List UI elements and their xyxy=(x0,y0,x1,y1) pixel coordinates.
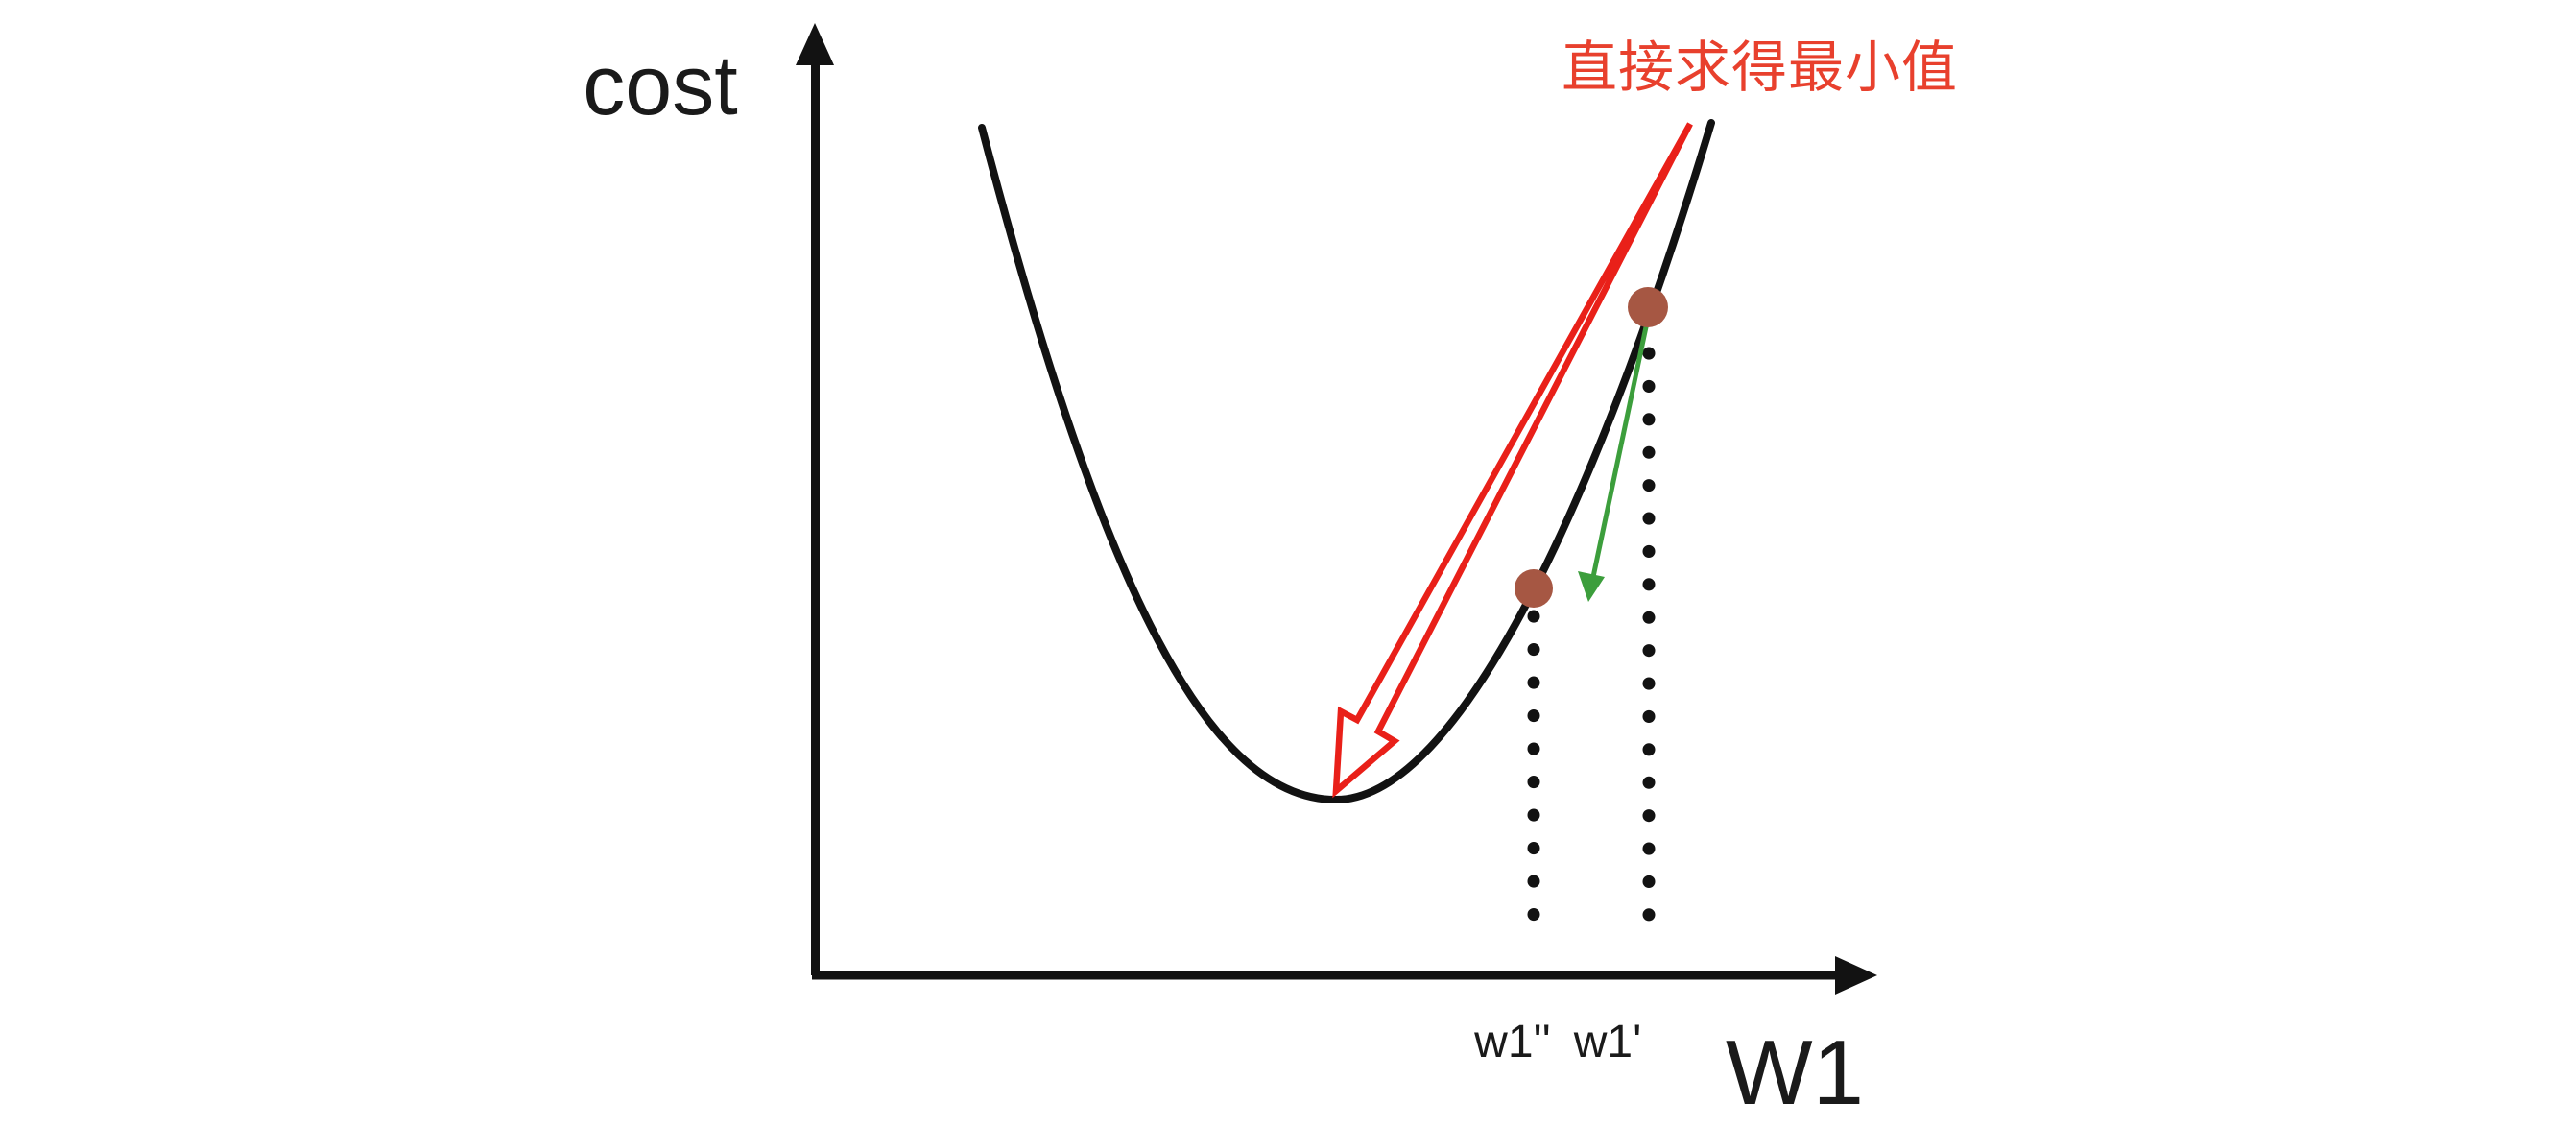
y-axis xyxy=(796,23,834,975)
y-axis-label: cost xyxy=(583,37,737,132)
tick-label-w1-double-prime: w1'' xyxy=(1473,1017,1551,1067)
tick-label-w1-prime: w1' xyxy=(1573,1017,1642,1067)
x-axis-arrowhead-icon xyxy=(1835,956,1877,995)
direct-minimum-annotation: 直接求得最小值 xyxy=(1562,36,1958,99)
gradient-step-arrowhead-icon xyxy=(1578,571,1605,602)
y-axis-arrowhead-icon xyxy=(796,23,834,65)
x-axis xyxy=(812,956,1877,995)
x-axis-label: W1 xyxy=(1726,1021,1864,1124)
point-marker-w1-prime xyxy=(1628,287,1668,327)
point-marker-w1-double-prime xyxy=(1515,569,1553,608)
gradient-step-arrow xyxy=(1578,322,1650,602)
cost-curve xyxy=(978,119,1715,804)
gradient-step-line xyxy=(1590,322,1650,578)
direct-minimum-arrow xyxy=(1332,122,1693,799)
